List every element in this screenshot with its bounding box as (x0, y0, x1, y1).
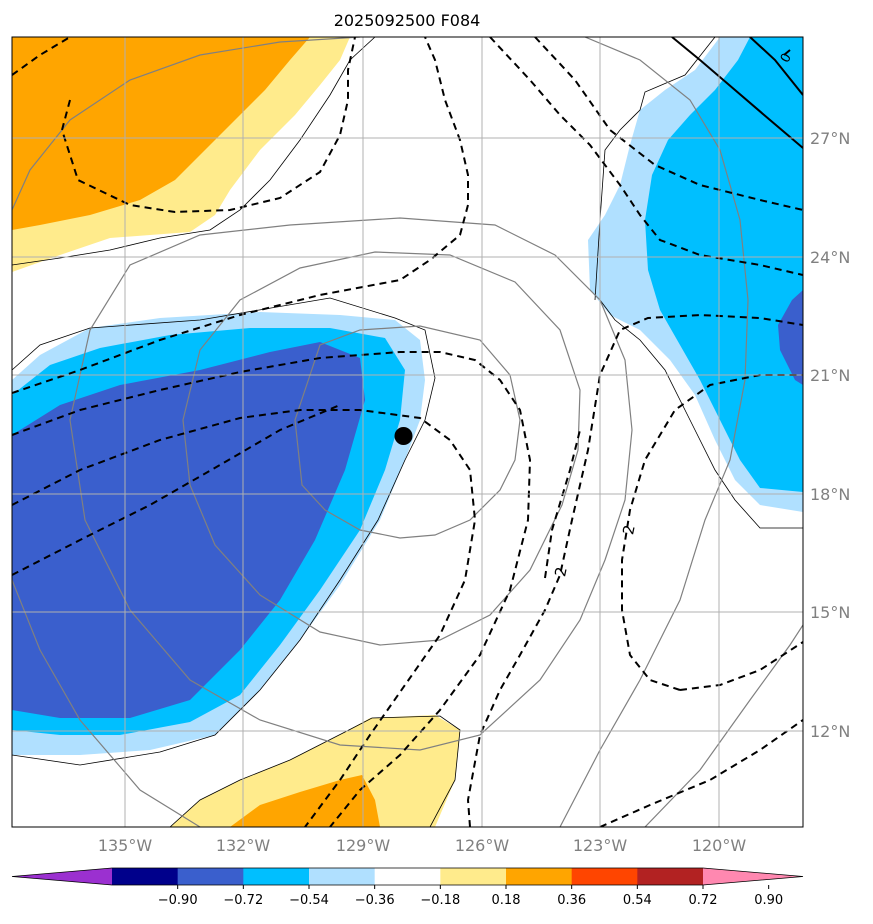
colorbar-tick-label: −0.36 (355, 893, 395, 908)
lat-tick-labels: 27°N 24°N 21°N 18°N 15°N 12°N (810, 129, 850, 741)
map-frame (11, 36, 804, 828)
colorbar-tick-label: −0.72 (223, 893, 263, 908)
lon-tick-label: 126°W (455, 836, 510, 855)
anomaly-fill-positive-mid-nw (12, 37, 310, 230)
anomaly-fill-negative-dark-e (778, 290, 803, 385)
colorbar-tick-label: 0.18 (492, 893, 521, 908)
colorbar-segment (506, 868, 573, 885)
lat-tick-label: 12°N (810, 722, 850, 741)
colorbar-tick-label: −0.18 (420, 893, 460, 908)
colorbar-segment (637, 868, 704, 885)
solid-contours (671, 37, 803, 149)
gray-contours (12, 37, 803, 827)
lat-tick-label: 21°N (810, 366, 850, 385)
colorbar-segment (309, 868, 376, 885)
colorbar-segment (374, 868, 441, 885)
colorbar-tick-label: 0.72 (689, 893, 718, 908)
lon-tick-label: 123°W (573, 836, 628, 855)
colorbar-segment (571, 868, 638, 885)
colorbar-tick-label: −0.54 (289, 893, 329, 908)
contour-label-2: 2 (619, 523, 639, 536)
lon-tick-label: 129°W (336, 836, 391, 855)
colorbar-segment (440, 868, 507, 885)
map-area: 2 2 0 (12, 37, 803, 827)
colorbar-segment (177, 868, 244, 885)
colorbar: −0.90 −0.72 −0.54 −0.36 −0.18 0.18 0.36 0.54 0.7… (11, 867, 804, 908)
contour-label-1: 2 (551, 565, 571, 578)
colorbar-segment (243, 868, 310, 885)
lon-tick-label: 132°W (216, 836, 271, 855)
storm-center-marker (394, 427, 413, 445)
colorbar-tick-label: 0.36 (557, 893, 586, 908)
anomaly-fill-negative-dark-w (12, 342, 365, 718)
lat-tick-label: 27°N (810, 129, 850, 148)
colorbar-tick-label: 0.54 (623, 893, 652, 908)
lon-tick-label: 135°W (98, 836, 153, 855)
colorbar-extend-high (703, 868, 803, 885)
colorbar-outline (11, 867, 804, 886)
grid-lines (12, 37, 803, 827)
lat-tick-label: 15°N (810, 603, 850, 622)
dashed-contours (12, 37, 803, 827)
colorbar-tick-label: −0.90 (158, 893, 198, 908)
lat-tick-label: 24°N (810, 248, 850, 267)
colorbar-extend-low (12, 868, 112, 885)
colorbar-segment (112, 868, 179, 885)
lon-tick-labels: 135°W 132°W 129°W 126°W 123°W 120°W (98, 836, 747, 855)
lon-tick-label: 120°W (692, 836, 747, 855)
anomaly-fill-positive-mid-s (230, 775, 380, 827)
thin-black-lines (12, 37, 803, 827)
lat-tick-label: 18°N (810, 485, 850, 504)
colorbar-tick-label: 0.90 (754, 893, 783, 908)
chart-title: 2025092500 F084 (334, 11, 481, 30)
anomaly-fill-negative-mid-e (645, 37, 803, 492)
